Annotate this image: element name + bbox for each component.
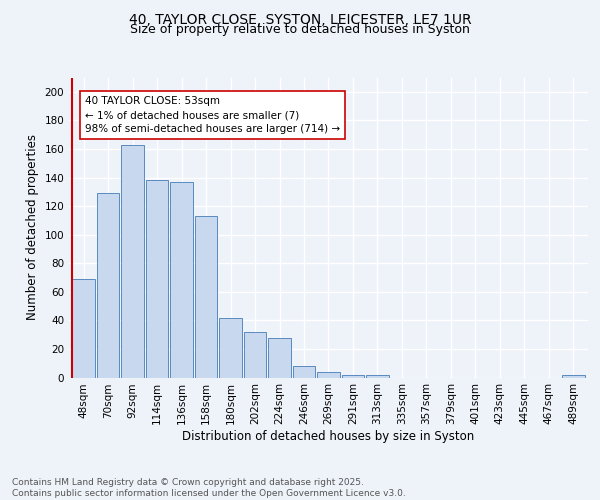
Text: Size of property relative to detached houses in Syston: Size of property relative to detached ho…	[130, 22, 470, 36]
Text: Contains HM Land Registry data © Crown copyright and database right 2025.
Contai: Contains HM Land Registry data © Crown c…	[12, 478, 406, 498]
Bar	[170, 182, 193, 378]
Text: 40, TAYLOR CLOSE, SYSTON, LEICESTER, LE7 1UR: 40, TAYLOR CLOSE, SYSTON, LEICESTER, LE7…	[128, 12, 472, 26]
Bar	[366, 374, 389, 378]
Y-axis label: Number of detached properties: Number of detached properties	[26, 134, 39, 320]
Bar	[244, 332, 266, 378]
Bar	[293, 366, 315, 378]
Bar	[146, 180, 169, 378]
Bar	[342, 374, 364, 378]
Text: 40 TAYLOR CLOSE: 53sqm
← 1% of detached houses are smaller (7)
98% of semi-detac: 40 TAYLOR CLOSE: 53sqm ← 1% of detached …	[85, 96, 340, 134]
Bar	[195, 216, 217, 378]
Bar	[268, 338, 291, 378]
Bar	[317, 372, 340, 378]
Bar	[121, 144, 144, 378]
Bar	[73, 279, 95, 378]
Bar	[562, 374, 584, 378]
Bar	[97, 193, 119, 378]
X-axis label: Distribution of detached houses by size in Syston: Distribution of detached houses by size …	[182, 430, 475, 443]
Bar	[220, 318, 242, 378]
